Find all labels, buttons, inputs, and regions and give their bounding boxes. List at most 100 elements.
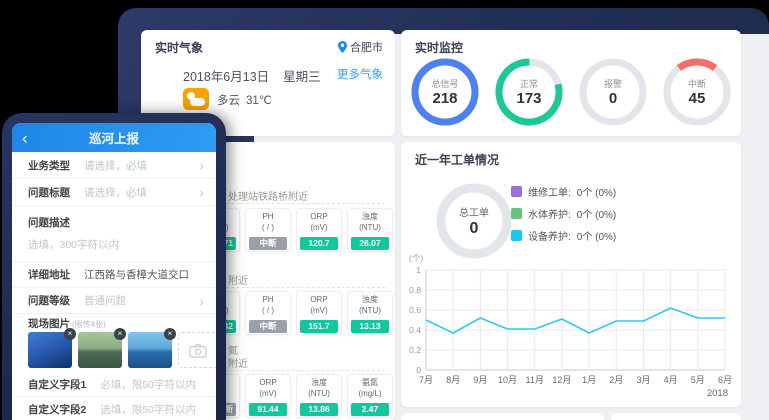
svg-text:12月: 12月 xyxy=(552,375,571,385)
placeholder-text: 必填，限50字符以内 xyxy=(100,379,197,391)
city-selector[interactable]: 合肥市 xyxy=(338,39,383,55)
legend-item-water-maintenance: 水体养护: 0个 (0%) xyxy=(511,206,616,221)
svg-text:2月: 2月 xyxy=(609,375,623,385)
field-issue-description[interactable]: 问题描述 选填，300字符以内 xyxy=(12,206,216,262)
value-badge: 中断 xyxy=(249,236,287,250)
field-custom-1[interactable]: 自定义字段1 必填，限50字符以内 xyxy=(12,373,216,397)
svg-text:1月: 1月 xyxy=(582,375,596,385)
placeholder-text: 选填，限50字符以内 xyxy=(100,403,197,416)
photo-thumbnail[interactable]: × xyxy=(78,328,126,368)
svg-text:0.8: 0.8 xyxy=(409,285,421,295)
value-badge: 中断 xyxy=(249,319,287,333)
svg-text:0: 0 xyxy=(416,365,421,375)
divider xyxy=(151,287,385,288)
work-orders-card: 近一年工单情况 总工单 0 维修工单: 0个 (0%) 水体养护: 0个 (0%) … xyxy=(401,142,741,407)
measure-card: 氨氮 (mg/L) 2.47 xyxy=(347,374,393,418)
measure-card: ORP (mV) 151.7 xyxy=(296,291,342,335)
svg-text:0.6: 0.6 xyxy=(409,305,421,315)
more-weather-link[interactable]: 更多气象 xyxy=(337,69,383,81)
gauge-alarm: 报警 0 xyxy=(578,57,648,127)
weather-card-title: 实时气象 xyxy=(155,41,204,55)
svg-text:8月: 8月 xyxy=(446,375,460,385)
gauge-row: 总信号 218 正常 173 报警 0 中断 45 xyxy=(403,57,739,127)
location-pin-icon xyxy=(338,41,347,53)
back-icon[interactable]: ‹ xyxy=(22,128,28,147)
weather-card: 实时气象 合肥市 2018年6月13日 星期三 更多气象 多云 31℃ xyxy=(141,30,395,136)
photo-thumbnail[interactable]: × xyxy=(28,328,76,368)
measure-card: ORP (mV) 91.44 xyxy=(245,374,291,418)
measure-card: 浊度 (NTU) 13.13 xyxy=(347,291,393,335)
legend-swatch xyxy=(511,208,522,219)
phone-mockup-frame: ‹ 巡河上报 业务类型 请选择，必填 › 问题标题 请选择，必填 › 问题描述 … xyxy=(2,113,226,420)
value-badge: 13.13 xyxy=(351,319,389,333)
city-label: 合肥市 xyxy=(350,42,383,54)
orders-legend: 维修工单: 0个 (0%) 水体养护: 0个 (0%) 设备养护: 0个 (0%) xyxy=(511,184,616,243)
gauge-interrupted: 中断 45 xyxy=(662,57,732,127)
legend-item-repair: 维修工单: 0个 (0%) xyxy=(511,184,616,199)
card-stub xyxy=(401,413,604,420)
photos-limit-hint: (限传4张) xyxy=(72,320,106,329)
photo-thumbnail[interactable]: × xyxy=(128,328,176,368)
add-photo-button[interactable] xyxy=(178,332,216,368)
donut-ring xyxy=(436,183,512,259)
donut-center-value: 0 xyxy=(469,219,479,237)
weather-condition: 多云 31℃ xyxy=(217,95,272,107)
donut-center-label: 总工单 xyxy=(459,207,489,219)
remove-photo-icon[interactable]: × xyxy=(164,328,176,340)
legend-swatch xyxy=(511,186,522,197)
svg-text:6月: 6月 xyxy=(718,375,732,385)
orders-trend-line-chart: 0 0.2 0.4 0.6 0.8 1 7月 8月 9月 10月 11月 12月 1月 2月 3月 4月 5月 6… xyxy=(409,265,732,399)
value-badge: 120.7 xyxy=(300,236,338,250)
chevron-right-icon: › xyxy=(199,184,204,200)
chevron-right-icon: › xyxy=(199,157,204,173)
measure-card: ORP (mV) 120.7 xyxy=(296,208,342,252)
value-badge: 26.07 xyxy=(351,236,389,250)
measure-card: PH( / )中断 xyxy=(245,208,291,252)
value-badge: 2.47 xyxy=(351,402,389,416)
placeholder-text: 选填，300字符以内 xyxy=(28,239,120,251)
field-address[interactable]: 详细地址 江西路与香樟大道交口 xyxy=(12,262,216,288)
weather-date: 2018年6月13日 星期三 xyxy=(183,70,321,84)
remove-photo-icon[interactable]: × xyxy=(64,328,76,340)
address-value: 江西路与香樟大道交口 xyxy=(84,269,189,281)
y-axis-unit-label: (个) xyxy=(409,253,424,263)
monitor-card-title: 实时监控 xyxy=(415,41,464,55)
value-badge: 91.44 xyxy=(249,402,287,416)
station-name: 附近 xyxy=(228,359,248,370)
phone-page-title: 巡河上报 xyxy=(88,132,139,146)
station-name: 处理站铁路桥附近 xyxy=(228,192,308,203)
phone-header: ‹ 巡河上报 xyxy=(12,123,216,152)
field-issue-title[interactable]: 问题标题 请选择，必填 › xyxy=(12,179,216,206)
value-badge: 13.86 xyxy=(300,402,338,416)
svg-text:9月: 9月 xyxy=(473,375,487,385)
cloudy-weather-icon xyxy=(183,88,209,110)
field-custom-2[interactable]: 自定义字段2 选填，限50字符以内 xyxy=(12,397,216,420)
temperature-label: 31℃ xyxy=(246,95,272,107)
total-orders-donut: 总工单 0 xyxy=(435,182,513,260)
level-value: 普通问题 xyxy=(84,295,126,307)
orders-card-title: 近一年工单情况 xyxy=(415,153,500,167)
measure-card: PH( / )中断 xyxy=(245,291,291,335)
svg-text:2018: 2018 xyxy=(707,388,728,399)
station-name: 附近 xyxy=(228,276,248,287)
value-badge: 151.7 xyxy=(300,319,338,333)
phone-screen: ‹ 巡河上报 业务类型 请选择，必填 › 问题标题 请选择，必填 › 问题描述 … xyxy=(12,123,216,420)
field-business-type[interactable]: 业务类型 请选择，必填 › xyxy=(12,152,216,179)
svg-text:10月: 10月 xyxy=(498,375,517,385)
realtime-monitor-card: 实时监控 总信号 218 正常 173 报警 0 中断 45 xyxy=(401,30,741,136)
gauge-total-signal: 总信号 218 xyxy=(410,57,480,127)
remove-photo-icon[interactable]: × xyxy=(114,328,126,340)
photos-section-label: 现场图片 (限传4张) xyxy=(28,318,106,330)
placeholder-text: 请选择，必填 xyxy=(84,186,147,199)
chevron-right-icon: › xyxy=(199,292,204,309)
svg-text:11月: 11月 xyxy=(526,375,544,385)
svg-text:7月: 7月 xyxy=(419,375,433,385)
svg-text:4月: 4月 xyxy=(664,375,678,385)
field-issue-level[interactable]: 问题等级 普通问题 › xyxy=(12,288,216,314)
svg-text:3月: 3月 xyxy=(636,375,650,385)
svg-text:0.2: 0.2 xyxy=(409,345,421,355)
svg-text:0.4: 0.4 xyxy=(409,325,421,335)
camera-icon xyxy=(189,343,207,358)
measure-card: 浊度 (NTU) 13.86 xyxy=(296,374,342,418)
